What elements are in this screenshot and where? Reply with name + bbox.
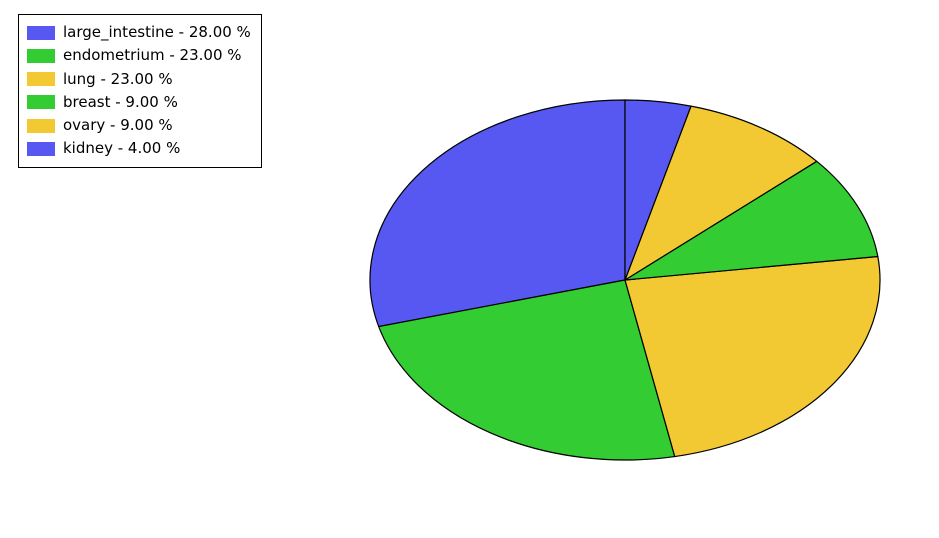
legend-swatch — [27, 26, 55, 40]
legend-item: endometrium - 23.00 % — [27, 44, 251, 67]
legend-swatch — [27, 142, 55, 156]
legend-item: ovary - 9.00 % — [27, 114, 251, 137]
legend-item: large_intestine - 28.00 % — [27, 21, 251, 44]
legend-label: large_intestine - 28.00 % — [63, 21, 251, 44]
legend-item: breast - 9.00 % — [27, 91, 251, 114]
pie-svg — [365, 95, 885, 465]
legend-label: lung - 23.00 % — [63, 68, 173, 91]
legend-label: ovary - 9.00 % — [63, 114, 173, 137]
pie-chart — [365, 95, 885, 465]
legend-label: endometrium - 23.00 % — [63, 44, 242, 67]
legend-item: kidney - 4.00 % — [27, 137, 251, 160]
legend-label: breast - 9.00 % — [63, 91, 178, 114]
chart-legend: large_intestine - 28.00 %endometrium - 2… — [18, 14, 262, 168]
legend-item: lung - 23.00 % — [27, 68, 251, 91]
legend-swatch — [27, 72, 55, 86]
legend-swatch — [27, 119, 55, 133]
legend-label: kidney - 4.00 % — [63, 137, 180, 160]
legend-swatch — [27, 95, 55, 109]
legend-swatch — [27, 49, 55, 63]
